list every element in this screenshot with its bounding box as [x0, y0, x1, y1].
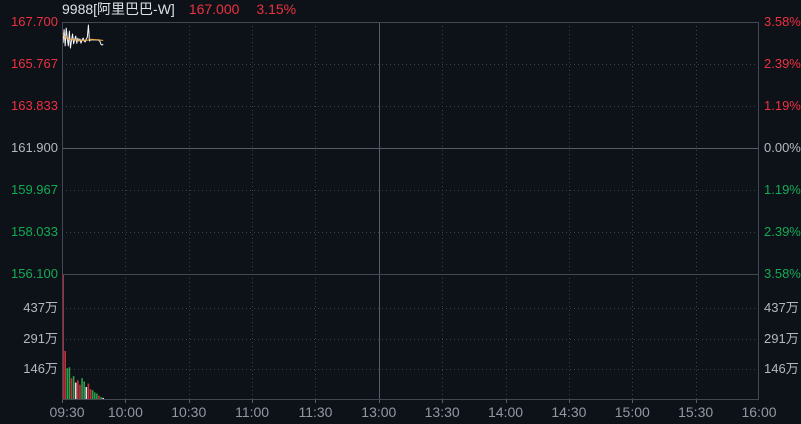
time-axis-label: 10:30 — [171, 404, 207, 420]
chart-plot-area[interactable] — [62, 22, 759, 404]
volume-bar — [87, 383, 90, 400]
volume-bar — [68, 367, 71, 400]
price-axis-label: 167.700 — [11, 14, 58, 29]
volume-bar — [98, 395, 100, 400]
volume-axis-label: 146万 — [764, 361, 799, 376]
volume-bar — [96, 393, 98, 400]
time-axis-label: 14:30 — [551, 404, 587, 420]
time-axis-label: 15:30 — [678, 404, 714, 420]
time-axis-label: 13:00 — [361, 404, 397, 420]
percent-axis-label: 2.39% — [764, 224, 801, 239]
price-axis-label: 156.100 — [11, 266, 58, 281]
percent-axis-label: 3.58% — [764, 14, 801, 29]
volume-axis-label: 291万 — [764, 331, 799, 346]
time-axis-label: 10:00 — [107, 404, 143, 420]
plot-border — [62, 22, 759, 400]
volume-bar — [91, 390, 94, 400]
volume-bar — [70, 378, 73, 400]
percent-axis-label: 2.39% — [764, 56, 801, 71]
chart-header: 9988[阿里巴巴-W] 167.000 3.15% — [62, 0, 296, 18]
volume-bar — [64, 350, 66, 400]
time-axis-label: 13:30 — [424, 404, 460, 420]
symbol-title: 9988[阿里巴巴-W] — [62, 1, 175, 17]
percent-axis-label: 1.19% — [764, 182, 801, 197]
time-axis-label: 11:00 — [235, 404, 270, 420]
percent-axis-label: 3.58% — [764, 266, 801, 281]
average-price-line — [62, 30, 104, 41]
volume-bar — [83, 381, 85, 400]
volume-axis-label: 291万 — [23, 331, 58, 346]
volume-bar — [66, 368, 69, 400]
volume-bar — [102, 397, 104, 400]
time-axis-label: 15:00 — [614, 404, 650, 420]
price-axis-label: 159.967 — [11, 182, 58, 197]
price-line — [62, 24, 104, 49]
volume-axis-label: 437万 — [764, 300, 799, 315]
volume-bar — [100, 397, 102, 400]
time-axis-label: 14:00 — [488, 404, 524, 420]
time-axis-label: 16:00 — [741, 404, 777, 420]
last-price: 167.000 — [188, 1, 240, 17]
time-axis-label: 09:30 — [49, 404, 85, 420]
change-percent: 3.15% — [256, 1, 297, 17]
volume-bar — [77, 380, 79, 400]
price-axis-label: 165.767 — [11, 56, 58, 71]
volume-bar — [62, 274, 64, 400]
volume-axis-label: 146万 — [23, 361, 58, 376]
percent-axis-label: 0.00% — [764, 140, 801, 155]
volume-axis-label: 437万 — [23, 300, 58, 315]
volume-bar — [85, 386, 88, 400]
percent-axis-label: 1.19% — [764, 98, 801, 113]
volume-bar — [74, 382, 77, 400]
price-axis-label: 161.900 — [11, 140, 58, 155]
volume-bar — [79, 384, 81, 400]
volume-bar — [89, 389, 92, 400]
time-axis-label: 11:30 — [298, 404, 333, 420]
volume-bar — [93, 392, 96, 400]
price-axis-label: 163.833 — [11, 98, 58, 113]
price-axis-label: 158.033 — [11, 224, 58, 239]
volume-bar — [72, 376, 75, 400]
volume-bar — [81, 378, 83, 400]
